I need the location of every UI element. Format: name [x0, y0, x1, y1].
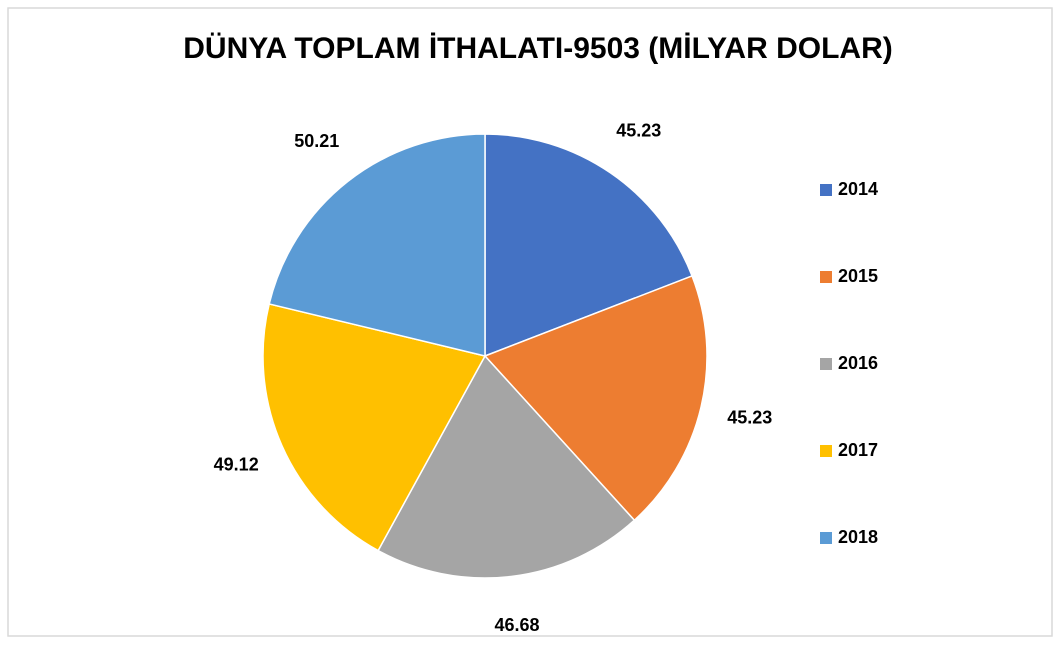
legend-swatch	[820, 271, 832, 283]
data-label: 45.23	[616, 120, 661, 140]
legend-label: 2014	[838, 179, 878, 199]
legend-swatch	[820, 358, 832, 370]
pie-slice	[483, 274, 708, 522]
legend-label: 2018	[838, 527, 878, 547]
legend-label: 2016	[838, 353, 878, 373]
legend-swatch	[820, 445, 832, 457]
pie-slice	[268, 133, 486, 357]
legend-swatch	[820, 184, 832, 196]
data-label: 50.21	[294, 131, 339, 151]
legend-label: 2017	[838, 440, 878, 460]
data-label: 49.12	[214, 455, 259, 475]
legend-swatch	[820, 532, 832, 544]
pie-slice	[377, 354, 636, 579]
data-label: 46.68	[494, 615, 539, 635]
pie-slice	[262, 303, 487, 552]
chart-title: DÜNYA TOPLAM İTHALATI-9503 (MİLYAR DOLAR…	[183, 32, 893, 65]
data-label: 45.23	[727, 407, 772, 427]
pie-slice	[484, 133, 694, 358]
legend-label: 2015	[838, 266, 878, 286]
